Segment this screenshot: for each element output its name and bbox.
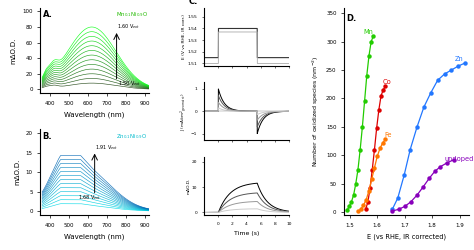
Text: D.: D.: [347, 14, 357, 23]
Text: 1.68 V$_{ext}$: 1.68 V$_{ext}$: [78, 194, 102, 202]
Text: Mn: Mn: [363, 29, 373, 35]
X-axis label: Wavelength (nm): Wavelength (nm): [64, 112, 125, 118]
Text: B.: B.: [43, 132, 52, 141]
Text: Fe: Fe: [384, 132, 392, 138]
X-axis label: Wavelength (nm): Wavelength (nm): [64, 233, 125, 240]
Y-axis label: mΔO.D.: mΔO.D.: [14, 159, 20, 185]
Y-axis label: mΔO.D.: mΔO.D.: [10, 37, 17, 64]
Text: Zn$_{0.1}$Ni$_{0.9}$O: Zn$_{0.1}$Ni$_{0.9}$O: [117, 132, 148, 141]
Text: A.: A.: [43, 10, 52, 19]
Text: 1.91 V$_{ext}$: 1.91 V$_{ext}$: [95, 144, 118, 152]
X-axis label: Time (s): Time (s): [234, 232, 259, 236]
Y-axis label: Number of oxidized species (nm$^{-2}$): Number of oxidized species (nm$^{-2}$): [310, 56, 320, 167]
Y-axis label: J (mA/cm$^2$$_{geometric}$): J (mA/cm$^2$$_{geometric}$): [178, 92, 190, 131]
Text: C.: C.: [189, 0, 198, 6]
Text: 1.50 V$_{ext}$: 1.50 V$_{ext}$: [118, 79, 141, 88]
Y-axis label: E (V vs RHE, IR corr.): E (V vs RHE, IR corr.): [182, 14, 186, 59]
Text: undoped: undoped: [445, 156, 474, 162]
Text: Mn$_{0.1}$Ni$_{0.9}$O: Mn$_{0.1}$Ni$_{0.9}$O: [116, 10, 148, 19]
X-axis label: E (vs RHE, IR corrected): E (vs RHE, IR corrected): [367, 233, 447, 240]
Text: 1.60 V$_{ext}$: 1.60 V$_{ext}$: [117, 22, 140, 32]
Y-axis label: mΔO.D.: mΔO.D.: [186, 178, 191, 194]
Text: Zn: Zn: [455, 56, 464, 62]
Text: Co: Co: [382, 79, 391, 85]
